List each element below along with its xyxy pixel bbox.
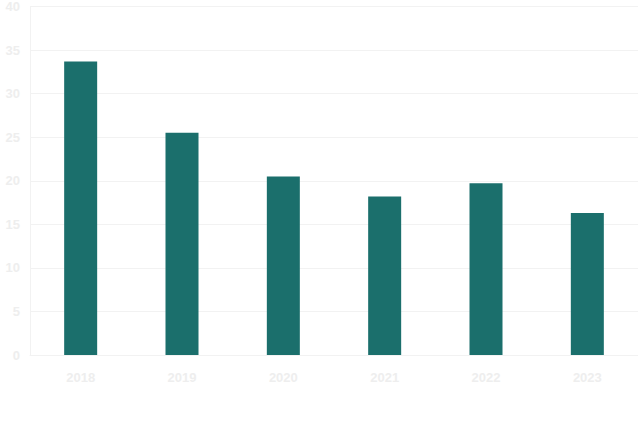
svg-text:30: 30	[6, 86, 20, 101]
svg-text:10: 10	[6, 260, 20, 275]
svg-text:5: 5	[13, 304, 20, 319]
svg-text:20: 20	[6, 173, 20, 188]
svg-text:2022: 2022	[472, 370, 501, 385]
svg-text:25: 25	[6, 130, 20, 145]
svg-text:35: 35	[6, 43, 20, 58]
svg-text:0: 0	[13, 348, 20, 363]
svg-text:2018: 2018	[66, 370, 95, 385]
svg-text:2020: 2020	[269, 370, 298, 385]
svg-text:15: 15	[6, 217, 20, 232]
svg-text:2021: 2021	[370, 370, 399, 385]
svg-text:2023: 2023	[573, 370, 602, 385]
svg-text:2019: 2019	[168, 370, 197, 385]
svg-text:40: 40	[6, 0, 20, 14]
